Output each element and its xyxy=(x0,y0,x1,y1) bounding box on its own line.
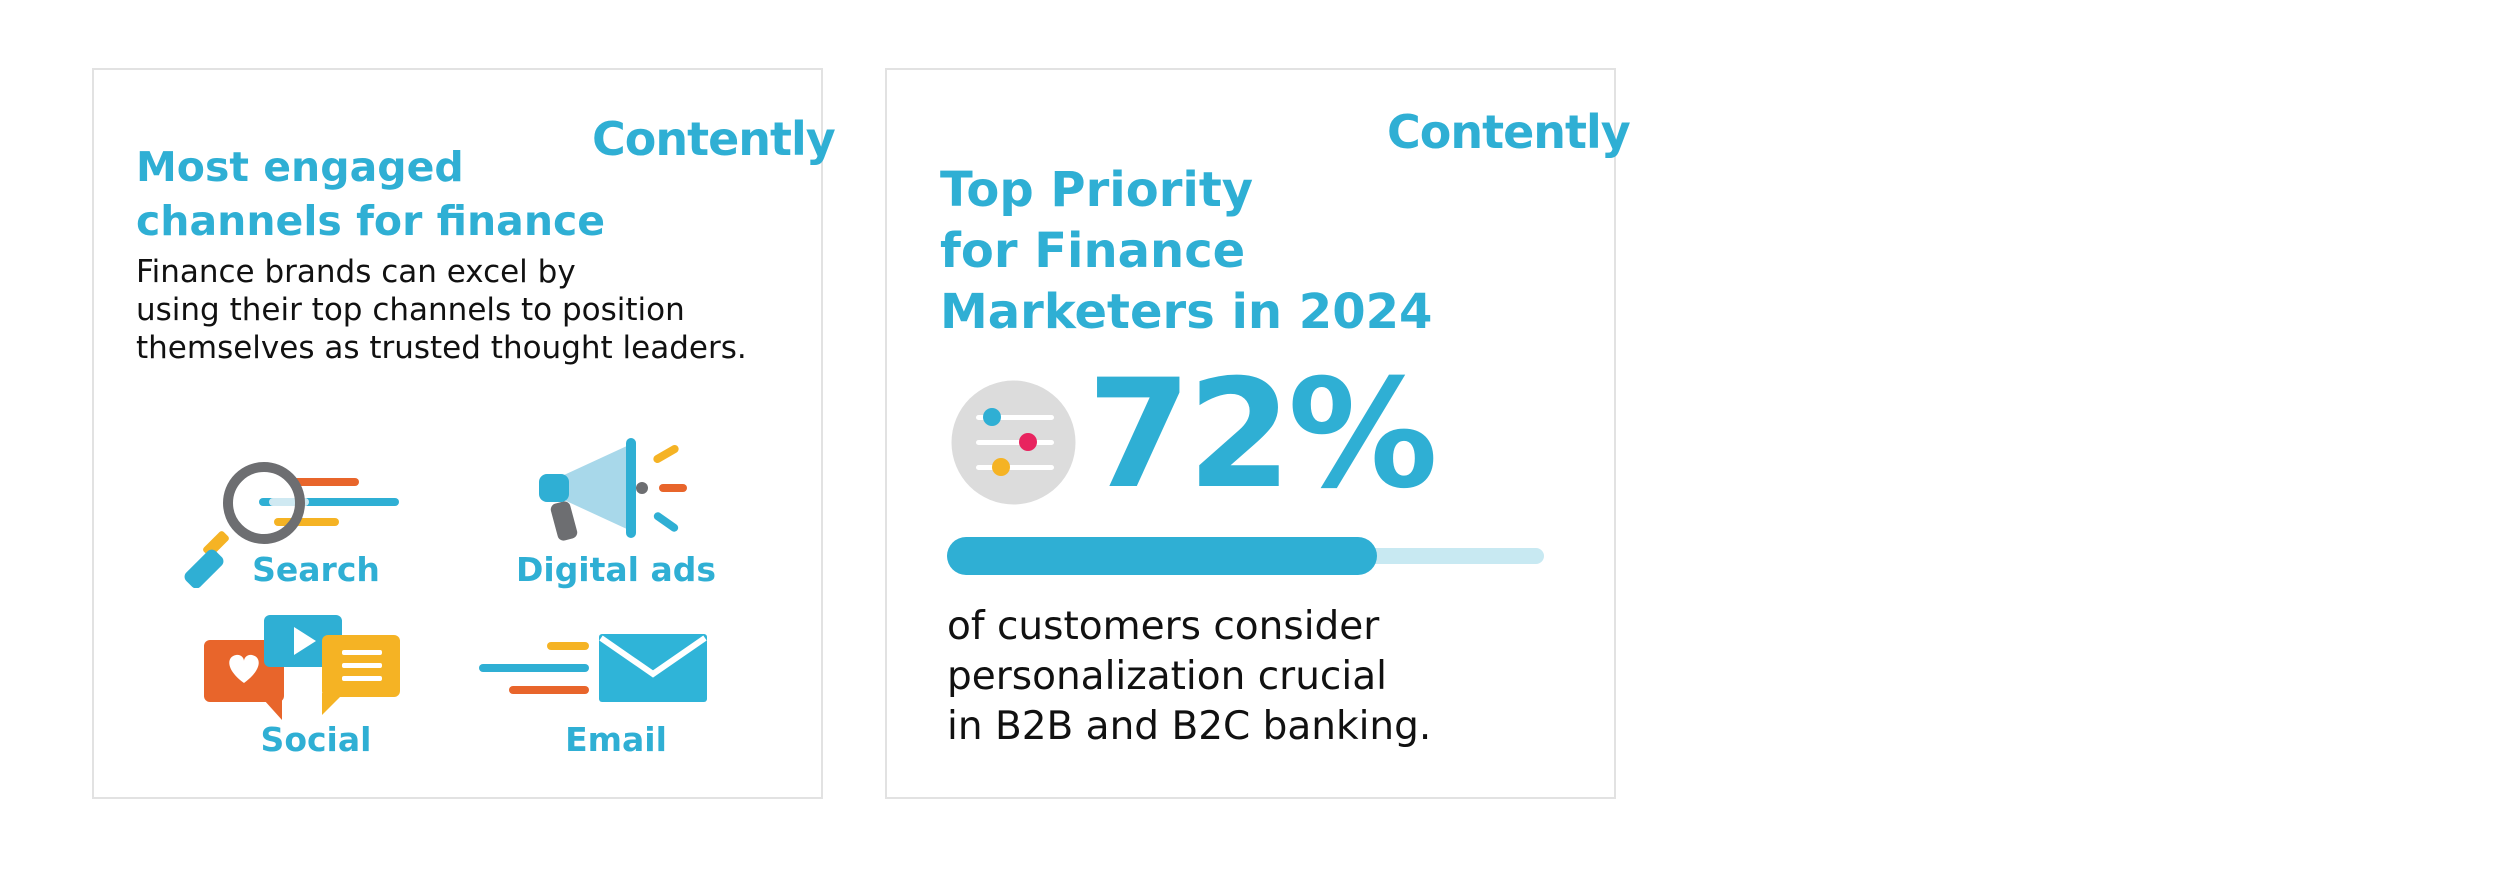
megaphone-icon xyxy=(539,438,687,541)
percentage-value: 72% xyxy=(1087,348,1438,522)
contently-logo: Contently xyxy=(1387,105,1631,159)
sliders-icon xyxy=(951,380,1076,505)
card-description: Finance brands can excel by using their … xyxy=(136,254,747,366)
channel-label-digital-ads: Digital ads xyxy=(515,550,716,589)
magnifier-icon xyxy=(184,462,399,588)
channel-label-search: Search xyxy=(252,550,380,589)
chat-bubbles-icon xyxy=(204,615,400,720)
channels-card: Contently Most engaged channels for fina… xyxy=(92,68,836,799)
card-description: of customers consider personalization cr… xyxy=(947,604,1432,749)
progress-fill xyxy=(947,537,1377,575)
channel-label-social: Social xyxy=(260,720,372,759)
envelope-icon xyxy=(479,634,707,702)
card-title: Top Priority for Finance Marketers in 20… xyxy=(940,162,1433,340)
channel-label-email: Email xyxy=(565,720,667,759)
priority-card: Contently Top Priority for Finance Marke… xyxy=(885,68,1631,799)
contently-logo: Contently xyxy=(592,112,836,166)
card-title: Most engaged channels for finance xyxy=(136,143,606,245)
